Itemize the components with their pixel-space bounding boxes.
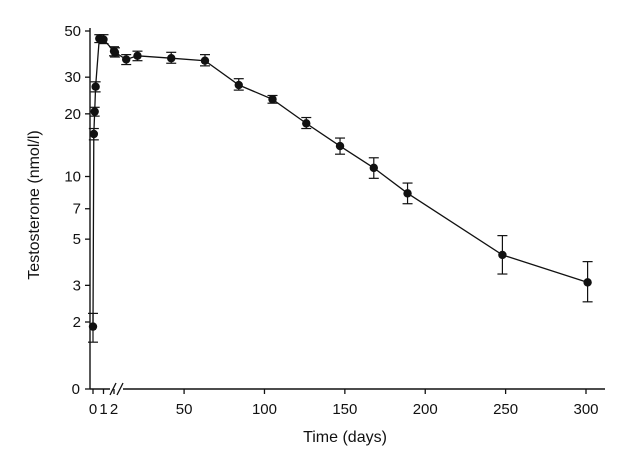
x-axis-break-mark: [109, 382, 117, 396]
data-point: [133, 51, 142, 61]
x-axis-break-marks: [109, 382, 124, 396]
data-point: [403, 189, 412, 198]
x-tick-label: 0: [89, 401, 97, 418]
series-line: [92, 37, 588, 327]
data-point: [110, 48, 120, 57]
data-point: [90, 107, 99, 116]
y-ticks: 2 3 5 7 10 20 30 50: [64, 23, 90, 331]
data-point: [167, 54, 176, 63]
y-tick-label: 10: [64, 169, 81, 186]
axes: 0: [72, 28, 605, 398]
y-zero-label: 0: [72, 381, 80, 398]
y-tick-label: 50: [64, 23, 81, 40]
x-tick-label: 2: [110, 401, 118, 418]
data-point: [200, 56, 210, 65]
y-axis-title: Testosterone (nmol/l): [26, 130, 43, 279]
series-layer: [88, 34, 593, 343]
x-tick-label: 250: [493, 401, 518, 418]
data-point: [88, 322, 98, 331]
data-point: [268, 95, 277, 104]
y-tick-label: 30: [64, 69, 81, 86]
y-tick-label: 2: [73, 314, 81, 331]
x-tick-label: 300: [573, 401, 598, 418]
x-axis-break-mark: [116, 382, 124, 396]
y-tick-label: 7: [73, 201, 81, 218]
data-point: [91, 82, 100, 91]
data-point: [302, 119, 311, 128]
data-point: [99, 35, 108, 44]
data-point: [234, 80, 243, 90]
data-point: [369, 163, 378, 173]
x-axis-title: Time (days): [303, 429, 387, 446]
data-point: [583, 278, 592, 287]
data-point: [89, 129, 99, 139]
x-tick-label: 150: [332, 401, 357, 418]
x-ticks: 0 1 2 50 100 150 200 250 300: [89, 389, 599, 418]
x-tick-label: 50: [176, 401, 193, 418]
y-tick-label: 5: [73, 231, 81, 248]
data-point: [122, 55, 131, 64]
x-tick-label: 200: [413, 401, 438, 418]
data-point: [498, 250, 507, 260]
x-tick-label: 1: [99, 401, 107, 418]
x-tick-label: 100: [252, 401, 277, 418]
y-tick-label: 20: [64, 106, 81, 123]
data-point: [335, 141, 345, 151]
y-tick-label: 3: [73, 277, 81, 294]
